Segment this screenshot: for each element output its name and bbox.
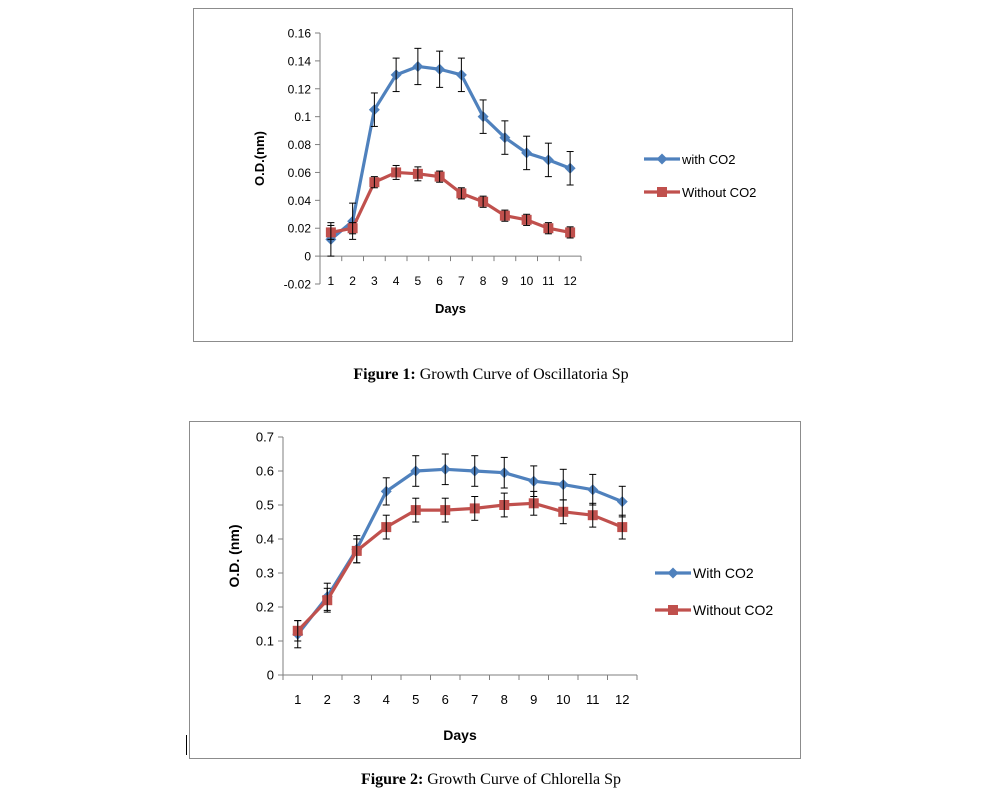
- x-tick-label: 12: [615, 692, 629, 707]
- series-line-with-co2: [329, 64, 571, 241]
- x-axis-title: Days: [435, 301, 466, 316]
- figure-1-caption-text: Growth Curve of Oscillatoria Sp: [415, 366, 629, 383]
- legend-label-with-co2: with CO2: [681, 152, 735, 167]
- x-tick-label: 8: [501, 692, 508, 707]
- y-tick-label: 0.3: [256, 566, 274, 581]
- x-tick-label: 2: [324, 692, 331, 707]
- series-line-without-co2: [296, 501, 623, 632]
- series-line-with-co2: [296, 467, 623, 636]
- x-tick-label: 9: [502, 274, 509, 288]
- y-tick-label: 0: [304, 250, 311, 264]
- x-tick-label: 3: [353, 692, 360, 707]
- legend-label-without-co2: Without CO2: [682, 185, 756, 200]
- y-tick-label: 0.16: [288, 27, 312, 41]
- x-tick-label: 4: [383, 692, 390, 707]
- chart-oscillatoria: -0.02 0 0.02 0.04 0.06 0.08 0.1 0.12 0.14 0.16 1 2 3…: [193, 8, 793, 342]
- x-tick-label: 9: [530, 692, 537, 707]
- text-cursor: [186, 735, 187, 755]
- y-tick-label: 0.1: [256, 634, 274, 649]
- chart-oscillatoria-svg: -0.02 0 0.02 0.04 0.06 0.08 0.1 0.12 0.14 0.16 1 2 3…: [252, 27, 756, 317]
- legend-marker: [657, 187, 667, 197]
- y-tick-label: -0.02: [284, 278, 312, 292]
- x-tick-label: 11: [586, 692, 600, 707]
- figure-1-caption: Figure 1: Growth Curve of Oscillatoria S…: [0, 366, 982, 384]
- y-axis-title: O.D. (nm): [226, 525, 242, 588]
- series-line-without-co2: [330, 170, 571, 234]
- x-tick-label: 10: [556, 692, 570, 707]
- legend-label-with-co2: With CO2: [693, 565, 754, 581]
- figure-2-caption-label: Figure 2:: [360, 771, 424, 788]
- y-axis-title: O.D.(nm): [252, 131, 267, 186]
- y-tick-label: 0.08: [288, 138, 312, 152]
- y-tick-label: 0.14: [288, 54, 312, 68]
- x-tick-label: 7: [471, 692, 478, 707]
- y-tick-label: 0.1: [294, 110, 311, 124]
- chart-chlorella-svg: 00.10.20.30.40.50.60.71 2 3 4 5 6 7 8 9 10 11 12Day…: [226, 430, 773, 744]
- x-tick-label: 5: [415, 274, 422, 288]
- y-tick-label: 0.12: [288, 82, 312, 96]
- x-tick-label: 1: [328, 274, 335, 288]
- x-tick-label: 6: [442, 692, 449, 707]
- x-tick-label: 1: [294, 692, 301, 707]
- y-tick-label: 0.2: [256, 600, 274, 615]
- legend-marker: [667, 567, 679, 579]
- legend-label-without-co2: Without CO2: [693, 602, 773, 618]
- legend-marker: [656, 153, 668, 165]
- y-tick-label: 0.6: [256, 464, 274, 479]
- y-tick-label: 0: [267, 668, 274, 683]
- x-tick-label: 5: [412, 692, 419, 707]
- figure-1-caption-label: Figure 1:: [353, 366, 416, 383]
- x-axis-title: Days: [443, 727, 477, 743]
- x-tick-label: 6: [436, 274, 443, 288]
- figure-2-caption-text: Growth Curve of Chlorella Sp: [423, 771, 622, 788]
- y-tick-label: 0.04: [288, 194, 312, 208]
- x-tick-label: 8: [480, 274, 487, 288]
- legend-marker: [668, 605, 678, 615]
- x-tick-label: 12: [563, 274, 577, 288]
- x-tick-label: 2: [349, 274, 356, 288]
- y-tick-label: 0.02: [288, 222, 312, 236]
- x-tick-label: 4: [393, 274, 400, 288]
- x-tick-label: 11: [542, 274, 555, 288]
- y-tick-label: 0.4: [256, 532, 274, 547]
- x-tick-label: 7: [458, 274, 465, 288]
- chart-chlorella: 0 0.1 0.2 0.3 0.4 0.5 0.6 0.7 1 2 3 4 5 6 7 8 9 10 11 12 Day…: [189, 421, 801, 759]
- x-tick-label: 3: [371, 274, 378, 288]
- y-tick-label: 0.7: [256, 430, 274, 445]
- figure-2-caption: Figure 2: Growth Curve of Chlorella Sp: [0, 771, 982, 789]
- x-tick-label: 10: [520, 274, 534, 288]
- y-tick-label: 0.5: [256, 498, 274, 513]
- y-tick-label: 0.06: [288, 166, 312, 180]
